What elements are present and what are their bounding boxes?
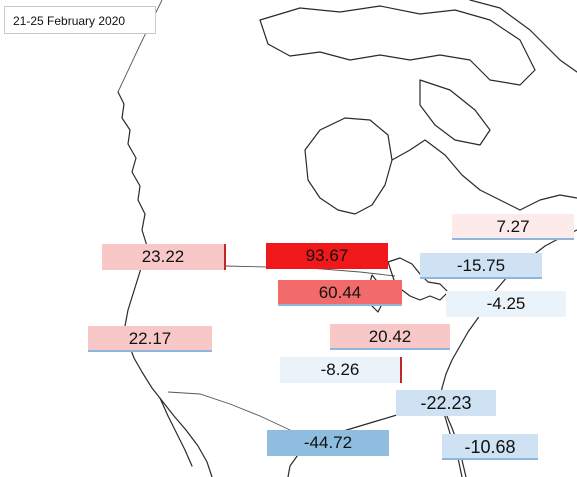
baffin-island	[419, 79, 491, 146]
value-south-central: -8.26	[280, 357, 402, 383]
greenland-edge	[469, 0, 577, 73]
arctic-islands	[259, 5, 536, 86]
labrador-coast	[391, 139, 577, 211]
value-label: 60.44	[318, 283, 362, 302]
value-label: 22.17	[128, 329, 172, 348]
value-central: 20.42	[330, 324, 450, 350]
value-label: -44.72	[303, 433, 353, 452]
value-label: -4.25	[486, 294, 526, 313]
value-ohio-valley: -15.75	[420, 253, 542, 279]
value-northeast: 7.27	[452, 214, 574, 240]
value-west: 22.17	[88, 326, 212, 352]
pacific-coastline	[117, 91, 213, 477]
value-label: -15.75	[456, 256, 506, 275]
value-label: 20.42	[368, 327, 412, 346]
great-lakes	[387, 257, 449, 301]
value-great-lakes: 60.44	[278, 280, 402, 306]
hudson-bay	[304, 117, 393, 215]
value-northern-plains: 23.22	[102, 244, 226, 270]
value-southeast: -22.23	[396, 390, 496, 416]
value-upper-midwest: 93.67	[266, 243, 388, 269]
value-south: -44.72	[267, 430, 389, 456]
period-title: 21-25 February 2020	[4, 6, 156, 34]
value-mid-atlantic: -4.25	[446, 291, 566, 317]
baja-peninsula	[159, 397, 193, 467]
value-label: -22.23	[420, 393, 472, 413]
value-label: 7.27	[496, 217, 530, 236]
value-label: 23.22	[141, 247, 185, 266]
value-florida: -10.68	[442, 434, 538, 460]
value-label: -10.68	[464, 437, 516, 457]
value-label: -8.26	[320, 360, 360, 379]
value-label: 93.67	[305, 246, 349, 265]
